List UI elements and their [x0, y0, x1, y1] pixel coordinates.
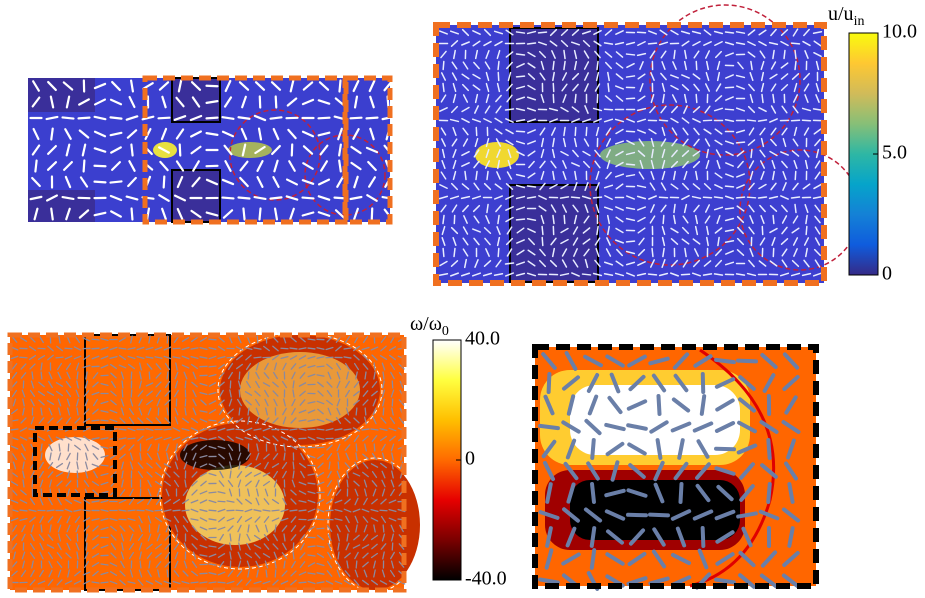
colorbar-tick-label: 5.0	[882, 142, 907, 164]
label-main: ω/ω	[410, 313, 442, 335]
colorbar-tick-label: 0	[882, 263, 892, 285]
panel-b	[433, 4, 861, 286]
panel-d	[532, 344, 819, 591]
colorbar-tick-label: 0	[465, 448, 475, 470]
label-main: u/u	[828, 3, 854, 25]
label-sub: 0	[442, 324, 449, 339]
panel-a	[28, 75, 395, 225]
label-sub: in	[854, 14, 865, 29]
colorbar-velocity: u/uin 10.0 5.0 0	[828, 3, 917, 285]
colorbar-tick-label: 40.0	[465, 328, 500, 350]
colorbar-tick-label: 10.0	[882, 21, 917, 43]
colorbar-label: ω/ω0	[410, 313, 449, 339]
panel-c	[7, 332, 423, 593]
colorbar-vorticity: ω/ω0 40.00-40.0	[410, 313, 507, 590]
colorbar-tick-label: -40.0	[465, 568, 507, 590]
colorbar-label: u/uin	[828, 3, 864, 29]
